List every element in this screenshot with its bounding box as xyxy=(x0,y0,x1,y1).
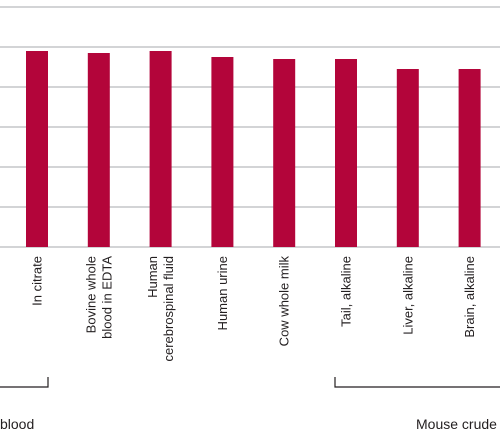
bar xyxy=(335,59,357,247)
category-tick-label: Liver, alkaline xyxy=(400,256,415,335)
blood-group-bracket xyxy=(0,377,49,388)
group-label-mouse-crude: Mouse crude xyxy=(416,416,497,432)
category-tick-label: Human urine xyxy=(215,256,230,330)
bar xyxy=(396,69,419,247)
gridlines xyxy=(0,6,500,248)
category-labels: In citrate Bovine wholeblood in EDTA Human… xyxy=(30,256,478,362)
group-label-blood: blood xyxy=(0,416,34,432)
bars xyxy=(26,51,481,247)
category-tick-label: Cow whole milk xyxy=(277,256,292,347)
bar xyxy=(273,59,296,247)
category-tick-label: Bovine wholeblood in EDTA xyxy=(83,256,114,339)
category-tick-label: Tail, alkaline xyxy=(339,256,354,327)
bar xyxy=(149,51,172,247)
category-tick-label: Brain, alkaline xyxy=(462,256,477,338)
group-brackets: blood Mouse crude xyxy=(0,377,500,432)
bar xyxy=(26,51,48,247)
bar xyxy=(211,57,234,247)
category-tick-label: Humancerebrospinal fluid xyxy=(145,256,176,362)
mouse-crude-group-bracket xyxy=(334,377,500,388)
bar xyxy=(458,69,481,247)
bar xyxy=(87,53,110,247)
category-tick-label: In citrate xyxy=(30,256,45,306)
